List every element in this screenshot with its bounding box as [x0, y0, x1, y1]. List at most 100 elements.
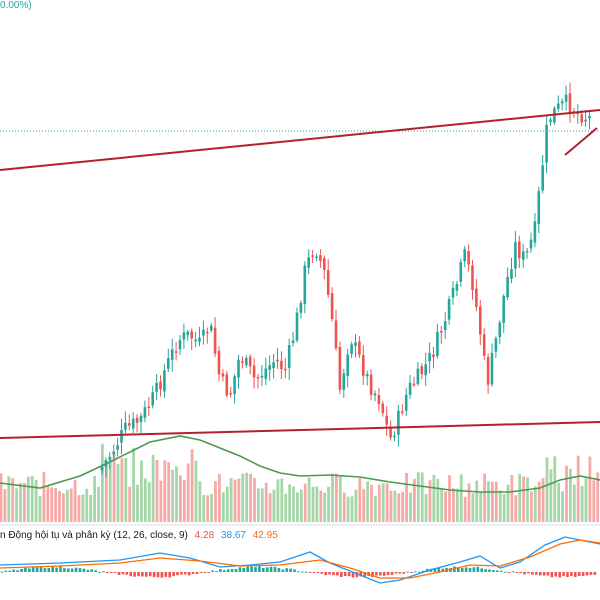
- macd-histogram-bar: [121, 572, 125, 575]
- macd-histogram-bar: [184, 572, 187, 575]
- candle-body: [494, 338, 498, 352]
- candle-body: [529, 239, 533, 249]
- macd-histogram-bar: [304, 571, 308, 573]
- macd-histogram-bar: [180, 572, 183, 575]
- candle-body: [213, 327, 217, 354]
- macd-histogram-bar: [246, 566, 249, 572]
- macd-histogram-bar: [293, 569, 296, 572]
- candle-body: [225, 374, 229, 396]
- volume-bar: [140, 460, 143, 522]
- macd-histogram-bar: [464, 567, 468, 572]
- macd-histogram-bar: [386, 572, 390, 576]
- volume-bar: [104, 460, 108, 522]
- volume-bar: [541, 478, 545, 522]
- volume-bar: [194, 460, 198, 522]
- candle-body: [451, 288, 455, 298]
- volume-bar: [370, 484, 373, 522]
- macd-histogram-bar: [488, 569, 491, 572]
- macd-histogram-bar: [230, 569, 234, 572]
- candle-body: [124, 422, 127, 430]
- candle-body: [510, 269, 513, 279]
- price-change-label: 0.00%): [0, 0, 32, 11]
- candle-body: [588, 116, 591, 119]
- macd-histogram-bar: [570, 572, 573, 576]
- volume-bar: [257, 488, 260, 522]
- macd-histogram-bar: [340, 572, 343, 577]
- candle-body: [139, 415, 143, 422]
- volume-bar: [580, 485, 584, 522]
- macd-histogram-bar: [148, 572, 152, 577]
- macd-histogram-bar: [468, 567, 472, 572]
- candle-body: [354, 342, 357, 346]
- candle-body: [514, 242, 517, 269]
- macd-histogram-bar: [160, 572, 164, 578]
- volume-bar: [182, 479, 186, 522]
- volume-bar: [428, 480, 432, 522]
- macd-histogram-bar: [577, 572, 581, 576]
- volume-bar: [30, 476, 34, 522]
- candle-body: [319, 255, 322, 261]
- candle-body: [373, 393, 377, 396]
- macd-histogram-bar: [496, 570, 499, 572]
- candle-body: [369, 374, 373, 395]
- macd-histogram-bar: [441, 568, 444, 572]
- candle-body: [428, 353, 431, 362]
- volume-bar: [112, 452, 116, 522]
- volume-bar: [366, 481, 369, 522]
- macd-histogram-bar: [433, 568, 437, 572]
- volume-bar: [331, 473, 334, 522]
- macd-histogram-bar: [562, 572, 565, 576]
- volume-bar: [338, 476, 342, 522]
- candle-body: [506, 277, 509, 298]
- lower-trendline[interactable]: [0, 421, 600, 439]
- volume-pane: [0, 443, 600, 522]
- volume-bar: [494, 481, 498, 522]
- candle-body: [186, 331, 190, 336]
- volume-bar: [42, 472, 46, 522]
- candle-body: [163, 370, 166, 392]
- candle-body: [397, 410, 400, 435]
- macd-histogram-bar: [371, 572, 374, 578]
- candle-body: [330, 293, 334, 320]
- candle-body: [174, 351, 178, 353]
- candle-body: [299, 302, 303, 313]
- volume-bar: [179, 475, 182, 522]
- volume-bar: [393, 490, 397, 522]
- candle-body: [268, 365, 271, 370]
- volume-bar: [26, 476, 30, 522]
- candle-body: [229, 392, 232, 395]
- short-trendline[interactable]: [564, 127, 598, 156]
- candle-body: [284, 368, 287, 371]
- volume-bar: [253, 478, 256, 522]
- volume-bar: [245, 472, 249, 522]
- macd-histogram-bar: [421, 570, 425, 572]
- candle-body: [280, 360, 283, 370]
- macd-histogram-bar: [316, 572, 320, 573]
- candle-body: [365, 374, 369, 377]
- macd-histogram-bar: [535, 572, 538, 575]
- candle-body: [295, 312, 299, 341]
- volume-bar: [584, 478, 588, 522]
- volume-bar: [303, 483, 307, 522]
- macd-histogram-bar: [164, 572, 168, 577]
- macd-legend-title: n Động hội tụ và phân kỳ (12, 26, close,…: [0, 530, 188, 541]
- macd-histogram-bar: [581, 572, 585, 576]
- candle-body: [455, 283, 459, 291]
- volume-bar: [210, 494, 213, 522]
- volume-bar: [452, 488, 455, 522]
- macd-histogram-bar: [402, 572, 405, 574]
- macd-histogram-bar: [375, 572, 378, 576]
- volume-bar: [93, 476, 96, 522]
- volume-bar: [69, 488, 73, 522]
- macd-legend[interactable]: n Động hội tụ và phân kỳ (12, 26, close,…: [0, 530, 282, 544]
- macd-histogram-bar: [410, 572, 413, 573]
- macd-histogram-bar: [106, 572, 109, 573]
- macd-histogram-bar: [187, 572, 191, 576]
- candle-body: [443, 321, 447, 331]
- macd-histogram-bar: [585, 572, 589, 576]
- macd-histogram-bar: [492, 570, 495, 572]
- macd-histogram-bar: [285, 568, 288, 572]
- upper-trendline[interactable]: [0, 109, 600, 171]
